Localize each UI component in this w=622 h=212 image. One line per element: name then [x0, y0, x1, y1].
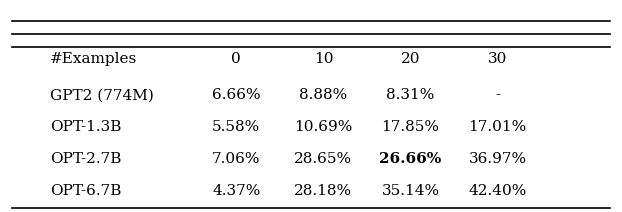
Text: 8.88%: 8.88%: [299, 88, 348, 102]
Text: OPT-1.3B: OPT-1.3B: [50, 120, 121, 134]
Text: 5.58%: 5.58%: [212, 120, 261, 134]
Text: 10: 10: [313, 52, 333, 66]
Text: 42.40%: 42.40%: [468, 184, 527, 198]
Text: #Examples: #Examples: [50, 52, 137, 66]
Text: 4.37%: 4.37%: [212, 184, 261, 198]
Text: 20: 20: [401, 52, 420, 66]
Text: -: -: [495, 88, 500, 102]
Text: GPT2 (774M): GPT2 (774M): [50, 88, 154, 102]
Text: 7.06%: 7.06%: [212, 152, 261, 166]
Text: 28.18%: 28.18%: [294, 184, 353, 198]
Text: 8.31%: 8.31%: [386, 88, 435, 102]
Text: 30: 30: [488, 52, 508, 66]
Text: 35.14%: 35.14%: [381, 184, 440, 198]
Text: OPT-2.7B: OPT-2.7B: [50, 152, 121, 166]
Text: OPT-6.7B: OPT-6.7B: [50, 184, 121, 198]
Text: 10.69%: 10.69%: [294, 120, 353, 134]
Text: 26.66%: 26.66%: [379, 152, 442, 166]
Text: 17.01%: 17.01%: [468, 120, 527, 134]
Text: 6.66%: 6.66%: [212, 88, 261, 102]
Text: 17.85%: 17.85%: [381, 120, 440, 134]
Text: 0: 0: [231, 52, 241, 66]
Text: 36.97%: 36.97%: [468, 152, 527, 166]
Text: 28.65%: 28.65%: [294, 152, 353, 166]
